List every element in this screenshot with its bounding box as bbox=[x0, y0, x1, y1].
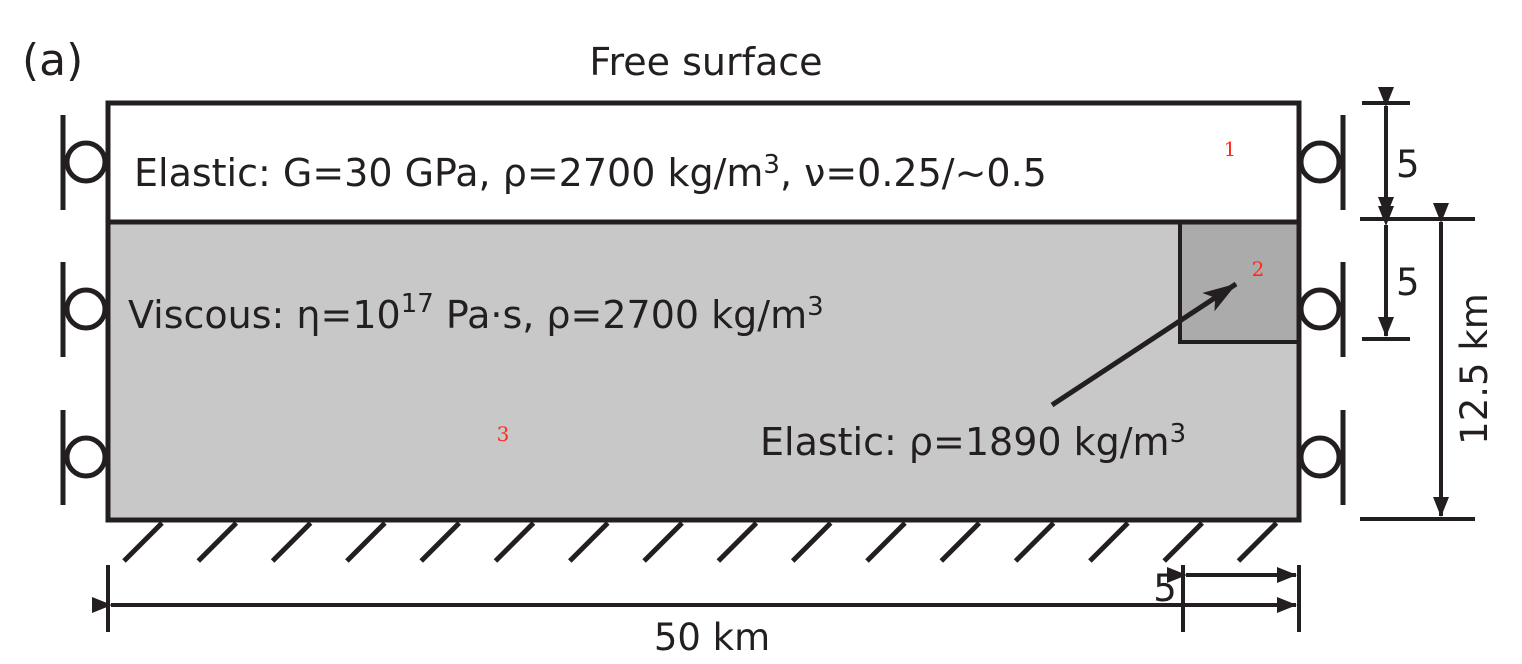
elastic-block bbox=[1178, 220, 1301, 344]
hatch-mark bbox=[419, 521, 461, 563]
right-roller-supports bbox=[1298, 115, 1346, 505]
left-roller-circle-3 bbox=[64, 435, 108, 479]
right-roller-circle-1 bbox=[1298, 140, 1342, 184]
hatch-mark bbox=[642, 521, 684, 563]
block-leader-arrow bbox=[1050, 281, 1238, 408]
elastic-top-layer bbox=[108, 103, 1299, 222]
hatch-mark bbox=[1162, 521, 1204, 563]
dimension-block-height-label: 5 bbox=[1396, 261, 1420, 304]
left-roller-supports bbox=[60, 115, 108, 505]
hatch-mark bbox=[493, 521, 536, 563]
hatch-mark bbox=[716, 521, 759, 563]
panel-label: (a) bbox=[22, 35, 83, 86]
hatch-mark bbox=[790, 521, 833, 563]
hatch-mark bbox=[345, 521, 387, 563]
hatch-mark bbox=[568, 521, 610, 563]
elastic-block-label: Elastic: ρ=1890 kg/m3 bbox=[760, 419, 1186, 464]
region-id-1: 1 bbox=[1224, 137, 1237, 161]
hatch-mark bbox=[1013, 521, 1056, 563]
region-id-3: 3 bbox=[497, 422, 510, 446]
right-roller-circle-2 bbox=[1298, 287, 1342, 331]
viscous-layer bbox=[108, 222, 1299, 520]
dimension-total-width bbox=[92, 565, 1301, 632]
dimension-top-layer-label: 5 bbox=[1396, 143, 1420, 186]
dimension-total-depth-label: 12.5 km bbox=[1453, 293, 1496, 445]
hatch-mark bbox=[196, 521, 239, 563]
region-id-2: 2 bbox=[1252, 257, 1265, 281]
hatch-mark bbox=[270, 521, 313, 563]
left-roller-circle-2 bbox=[64, 287, 108, 331]
hatch-mark bbox=[865, 521, 907, 563]
hatch-mark bbox=[1088, 521, 1130, 563]
left-roller-circle-1 bbox=[64, 140, 108, 184]
dimension-block-width bbox=[1167, 565, 1297, 632]
dimension-total-depth bbox=[1360, 203, 1475, 521]
hatch-mark bbox=[122, 521, 164, 563]
right-roller-circle-3 bbox=[1298, 435, 1342, 479]
hatch-mark bbox=[1236, 521, 1279, 563]
free-surface-label: Free surface bbox=[589, 40, 822, 84]
fixed-base-hatching bbox=[122, 521, 1279, 563]
dimension-block-height bbox=[1362, 206, 1410, 341]
dimension-total-width-label: 50 km bbox=[654, 616, 770, 659]
hatch-mark bbox=[939, 521, 982, 563]
dimension-block-width-label: 5 bbox=[1153, 567, 1177, 610]
elastic-top-layer-label: Elastic: G=30 GPa, ρ=2700 kg/m3, ν=0.25/… bbox=[134, 150, 1047, 195]
viscous-layer-label: Viscous: η=1017 Pa·s, ρ=2700 kg/m3 bbox=[128, 289, 824, 337]
